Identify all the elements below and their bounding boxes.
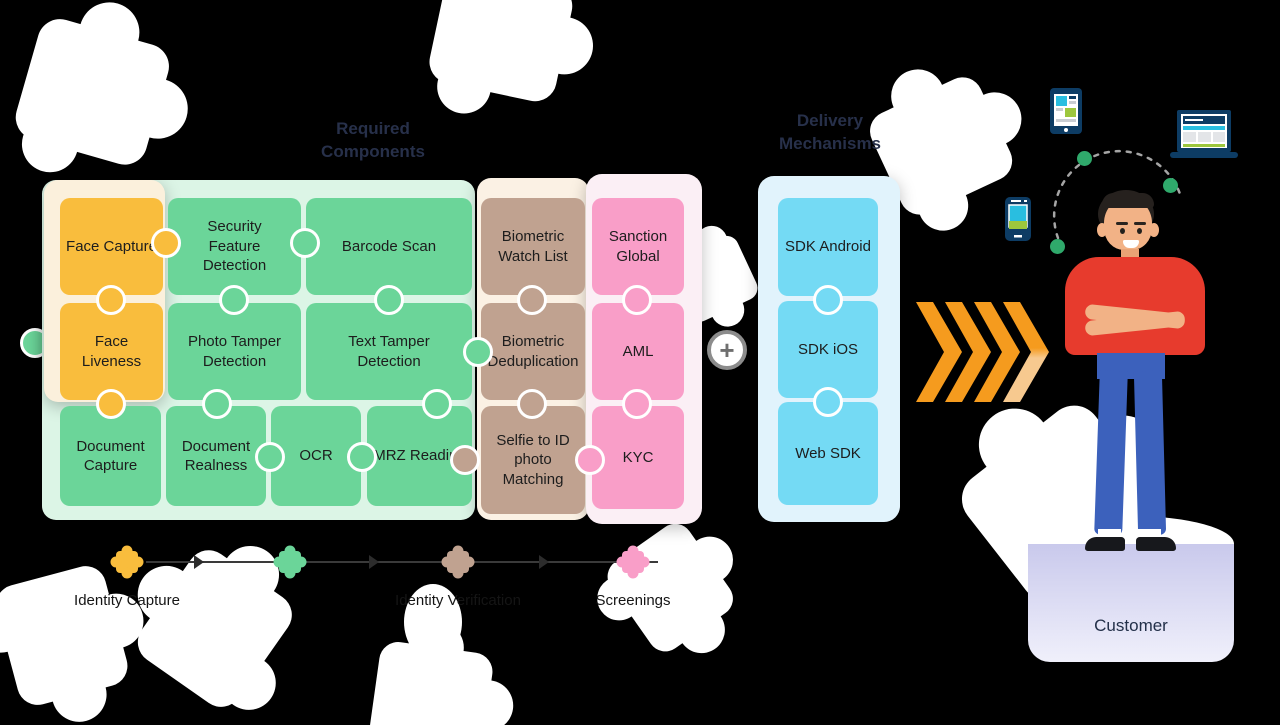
identity-verification-puzzle-icon <box>438 542 478 582</box>
puzzle-knob <box>202 389 232 419</box>
puzzle-knob <box>622 285 652 315</box>
piece-kyc: KYC <box>592 406 684 509</box>
timeline-step-label: Screenings <box>595 592 671 609</box>
puzzle-knob <box>813 285 843 315</box>
puzzle-knob <box>347 442 377 472</box>
puzzle-knob <box>96 285 126 315</box>
puzzle-knob <box>450 445 480 475</box>
person-leg <box>1133 370 1167 536</box>
person-ear <box>1149 223 1159 237</box>
timeline-step-label: Identity Capture <box>74 592 180 609</box>
person-sock <box>1098 529 1121 539</box>
arrow-right-icon <box>194 555 204 569</box>
title-line: Mechanisms <box>778 133 882 153</box>
person-sock <box>1138 529 1161 539</box>
plus-icon: + <box>707 330 747 370</box>
person-leg <box>1094 370 1128 536</box>
piece-sanction-global: Sanction Global <box>592 198 684 295</box>
title-line: Delivery <box>796 111 864 130</box>
piece-face-capture: Face Capture <box>60 198 163 295</box>
piece-barcode-scan: Barcode Scan <box>306 198 472 295</box>
timeline-step-label: Identity Verification <box>395 592 521 609</box>
piece-face-liveness: Face Liveness <box>60 303 163 400</box>
white-puzzle-knob <box>404 584 462 660</box>
piece-text-tamper-detection: Text Tamper Detection <box>306 303 472 400</box>
piece-selfie-to-id-photo-matching: Selfie to ID photo Matching <box>481 406 585 514</box>
smartphone-icon <box>1005 197 1031 241</box>
delivery-mechanisms-title: Delivery Mechanisms <box>755 110 905 156</box>
screenings-puzzle-icon <box>613 542 653 582</box>
puzzle-knob <box>517 285 547 315</box>
puzzle-knob <box>151 228 181 258</box>
puzzle-knob <box>96 389 126 419</box>
person-shoe <box>1085 537 1125 551</box>
piece-sdk-android: SDK Android <box>778 198 878 296</box>
piece-biometric-watch-list: Biometric Watch List <box>481 198 585 295</box>
person-ear <box>1097 223 1107 237</box>
puzzle-knob <box>813 387 843 417</box>
piece-security-feature-detection: Security Feature Detection <box>168 198 301 295</box>
person-smile <box>1123 240 1139 248</box>
dashed-arc <box>1052 149 1182 240</box>
piece-document-capture: Document Capture <box>60 406 161 506</box>
person-eye <box>1120 228 1125 234</box>
title-line: Components <box>321 141 425 161</box>
green-dot <box>1050 239 1065 254</box>
customer-platform-label: Customer <box>1028 544 1234 662</box>
piece-document-realness: Document Realness <box>166 406 266 506</box>
customer-person-illustration <box>1035 185 1235 555</box>
piece-sdk-ios: SDK iOS <box>778 301 878 398</box>
puzzle-knob <box>517 389 547 419</box>
piece-photo-tamper-detection: Photo Tamper Detection <box>168 303 301 400</box>
timeline-line <box>146 561 658 563</box>
person-eyebrow <box>1116 222 1128 225</box>
puzzle-knob <box>255 442 285 472</box>
arrow-right-icon <box>369 555 379 569</box>
puzzle-knob <box>463 337 493 367</box>
arrow-right-icon <box>539 555 549 569</box>
chevron-arrows <box>916 302 1051 402</box>
identity-capture-puzzle-icon <box>107 542 147 582</box>
green-dot <box>1077 151 1092 166</box>
piece-aml: AML <box>592 303 684 400</box>
puzzle-knob <box>622 389 652 419</box>
green-dot <box>1163 178 1178 193</box>
required-components-title: Required Components <box>288 118 458 164</box>
piece-ocr: OCR <box>271 406 361 506</box>
document-step-puzzle-icon <box>270 542 310 582</box>
title-line: Required <box>336 119 410 138</box>
piece-biometric-deduplication: Biometric Deduplication <box>481 303 585 400</box>
puzzle-knob <box>290 228 320 258</box>
person-fringe <box>1102 193 1154 208</box>
puzzle-knob <box>575 445 605 475</box>
puzzle-knob <box>219 285 249 315</box>
person-eyebrow <box>1134 222 1146 225</box>
puzzle-knob <box>422 389 452 419</box>
puzzle-knob <box>374 285 404 315</box>
laptop-icon <box>1170 110 1238 158</box>
person-shirt <box>1065 257 1205 355</box>
person-eye <box>1137 228 1142 234</box>
person-shoe <box>1136 537 1176 551</box>
tablet-icon <box>1050 88 1082 134</box>
piece-web-sdk: Web SDK <box>778 402 878 505</box>
